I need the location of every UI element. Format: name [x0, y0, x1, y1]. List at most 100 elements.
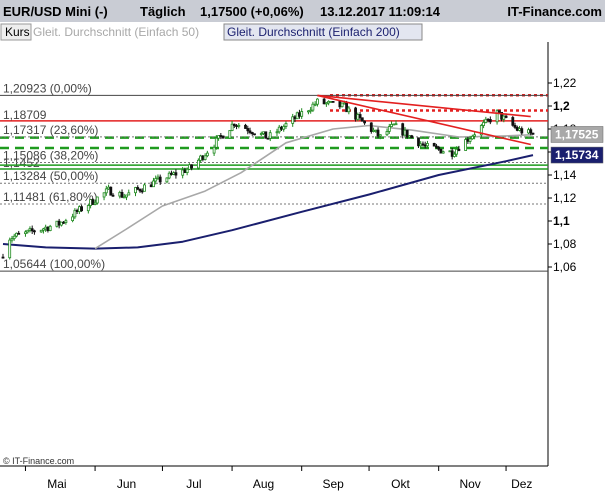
candle-body-71 [228, 130, 232, 139]
candle-body-162 [513, 125, 517, 128]
candle-body-78 [248, 130, 252, 133]
trendline-layer [317, 94, 531, 146]
level-label-0: 1,18709 [3, 108, 47, 122]
candle-body-103 [327, 101, 331, 104]
candle-body-111 [354, 107, 358, 120]
candle-body-129 [408, 135, 411, 138]
candle-body-97 [309, 109, 313, 112]
candle-body-165 [520, 128, 524, 134]
candle-body-160 [504, 115, 508, 118]
candle-body-84 [266, 137, 270, 140]
candle-body-65 [205, 152, 209, 157]
candle-body-124 [392, 123, 396, 126]
candle-body-119 [376, 129, 380, 137]
trendline-1 [317, 94, 531, 146]
candle-body-45 [143, 184, 146, 192]
candle-body-150 [473, 134, 477, 137]
candle-body-74 [235, 125, 239, 127]
header-brand[interactable]: IT-Finance.com [507, 4, 602, 19]
candle-body-46 [149, 184, 153, 188]
candle-body-26 [86, 205, 90, 212]
candle-body-126 [401, 123, 405, 136]
candle-body-11 [39, 229, 43, 233]
candle-body-60 [190, 164, 194, 169]
candle-body-22 [73, 209, 77, 218]
candle-body-153 [484, 118, 488, 123]
candle-body-106 [338, 101, 342, 108]
header-interval: Täglich [140, 4, 186, 19]
candle-body-114 [360, 117, 364, 122]
candle-body-128 [405, 129, 409, 138]
legend-sma50[interactable]: Gleit. Durchschnitt (Einfach 50) [33, 25, 199, 39]
candle-body-143 [452, 153, 456, 157]
candle-body-48 [154, 178, 158, 182]
candle-body-167 [529, 129, 533, 134]
x-tick-label-7: Dez [511, 477, 532, 491]
header-last-price: 1,17500 (+0,06%) [200, 4, 304, 19]
candle-body-24 [78, 206, 81, 212]
candle-body-94 [297, 112, 301, 117]
header-timestamp: 13.12.2017 11:09:14 [320, 4, 441, 19]
trendline-0 [317, 94, 531, 118]
candle-body-4 [15, 232, 18, 237]
candle-body-76 [244, 124, 247, 129]
candle-body-118 [374, 129, 378, 132]
candle-body-38 [122, 196, 126, 199]
candle-body-130 [410, 135, 414, 139]
candle-body-44 [140, 190, 144, 193]
candle-body-16 [55, 220, 59, 227]
candle-body-88 [280, 126, 283, 130]
candle-body-73 [232, 123, 236, 126]
candle-body-20 [64, 220, 68, 223]
candle-body-168 [531, 132, 535, 135]
candle-body-99 [313, 103, 317, 106]
candle-body-9 [30, 228, 34, 232]
legend-kurs-box[interactable] [0, 23, 32, 41]
y-tick-label-3: 1,12 [553, 191, 577, 205]
candle-body-81 [259, 133, 263, 135]
candle-body-113 [358, 114, 362, 119]
candle-body-86 [275, 131, 279, 134]
candle-body-39 [125, 194, 128, 198]
candle-body-3 [12, 235, 16, 239]
candle-body-0 [1, 256, 5, 259]
candle-body-66 [212, 146, 216, 154]
candle-body-142 [450, 150, 454, 157]
candle-body-163 [515, 127, 519, 131]
y-tick-label-8: 1,22 [553, 76, 577, 90]
candle-body-138 [437, 146, 441, 150]
x-tick-label-6: Nov [459, 477, 480, 491]
candle-body-79 [250, 132, 254, 135]
candle-body-102 [324, 102, 328, 105]
sma200-layer [2, 154, 534, 250]
candle-body-108 [342, 102, 346, 105]
candle-body-152 [482, 122, 486, 126]
candle-body-148 [468, 138, 472, 142]
candle-body-5 [17, 232, 21, 235]
x-tick-label-4: Sep [322, 477, 344, 491]
candle-body-93 [295, 112, 299, 120]
candle-body-6 [24, 231, 27, 234]
candle-body-141 [448, 150, 452, 153]
legend-kurs[interactable]: Kurs [5, 25, 30, 39]
candle-body-12 [42, 228, 45, 231]
legend-sma200[interactable]: Gleit. Durchschnitt (Einfach 200) [227, 25, 400, 39]
candle-body-112 [356, 114, 360, 120]
candle-body-34 [109, 186, 113, 196]
fib-label-1: 1,17317 (23,60%) [3, 123, 98, 137]
candle-body-61 [196, 159, 200, 169]
fib-label-2: 1,15086 (38,20%) [3, 149, 98, 163]
candle-body-83 [264, 131, 268, 139]
candle-body-53 [169, 172, 173, 175]
candle-body-27 [89, 199, 92, 206]
candles-layer [1, 97, 535, 260]
candle-body-133 [421, 143, 425, 146]
candle-body-30 [95, 196, 99, 204]
candle-body-85 [268, 132, 272, 139]
candle-body-63 [201, 155, 205, 160]
candle-body-8 [28, 228, 32, 231]
candle-body-13 [44, 226, 48, 230]
header-bar [0, 0, 605, 22]
legend-sma200-box[interactable] [223, 23, 423, 41]
candle-body-127 [403, 129, 407, 136]
